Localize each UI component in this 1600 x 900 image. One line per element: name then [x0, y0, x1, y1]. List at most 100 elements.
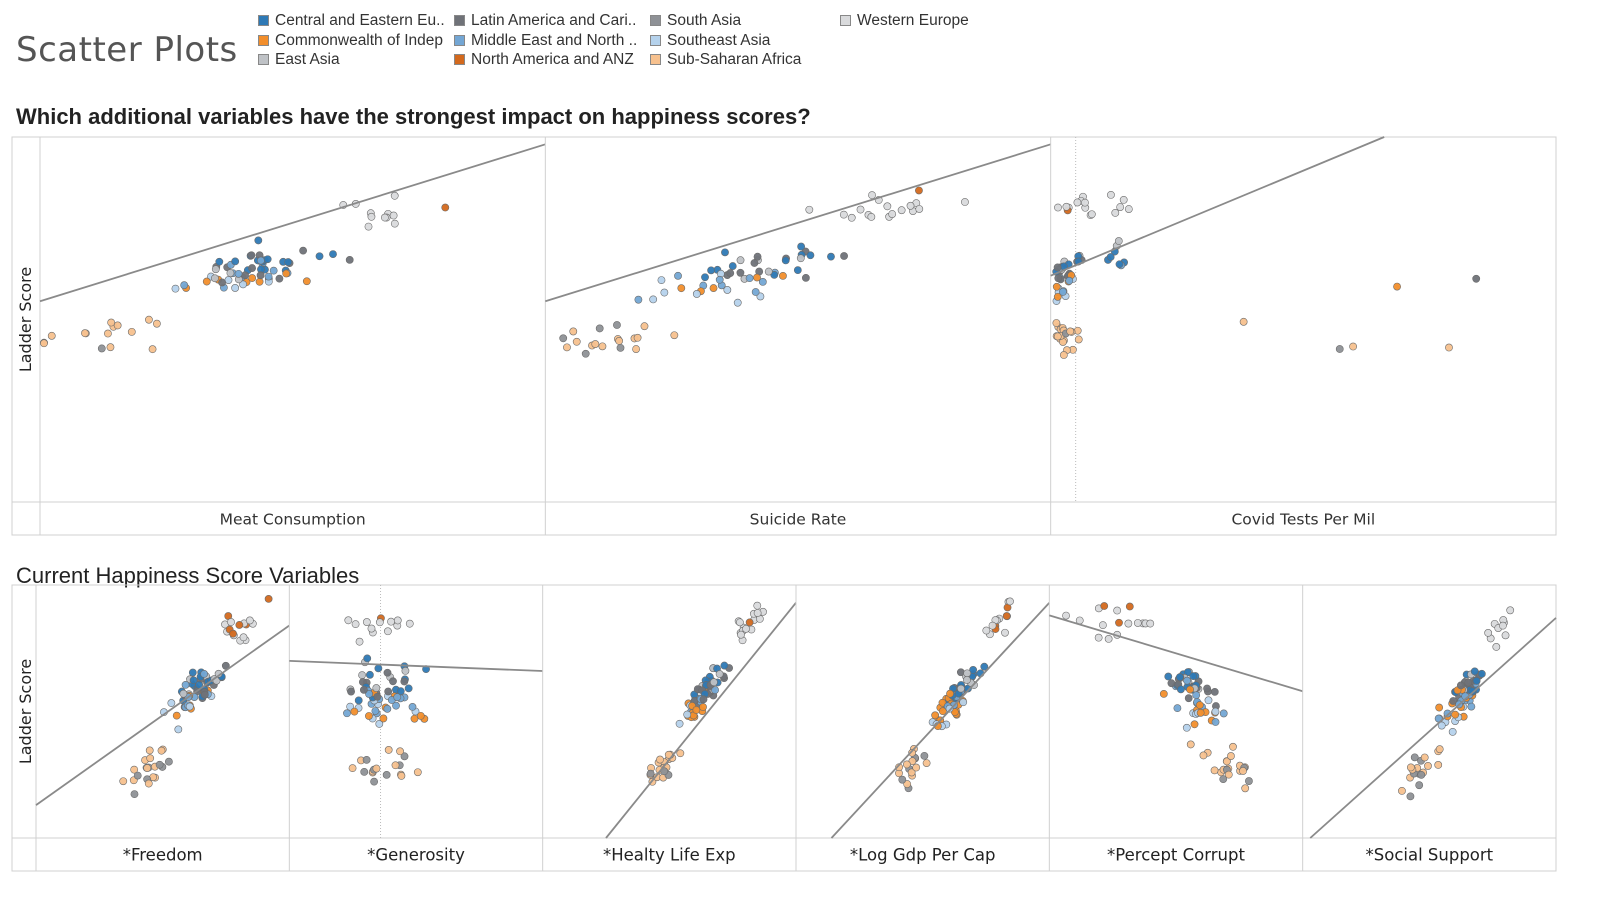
data-point [598, 342, 607, 351]
data-point [364, 222, 373, 231]
data-point [897, 206, 906, 215]
data-point [1435, 745, 1444, 754]
data-point [1124, 619, 1133, 628]
data-point [155, 760, 164, 769]
data-point [410, 714, 419, 723]
legend-swatch [650, 34, 661, 46]
data-point [1053, 263, 1062, 272]
data-point [907, 768, 916, 777]
legend-item[interactable]: Commonwealth of Indep [258, 32, 443, 50]
data-point [753, 609, 762, 617]
data-point [959, 698, 968, 707]
data-point [113, 321, 122, 330]
data-point [1406, 763, 1415, 772]
legend-item[interactable]: Central and Eastern Eu.. [258, 12, 445, 30]
data-point [1203, 684, 1211, 693]
data-point [144, 779, 153, 788]
data-point [358, 671, 366, 680]
data-point [946, 689, 954, 698]
data-point [1175, 673, 1184, 682]
data-point [1006, 597, 1014, 606]
data-point [397, 771, 406, 780]
data-point [1059, 351, 1068, 359]
data-point [275, 274, 284, 283]
data-point [1501, 631, 1510, 640]
data-point [366, 670, 374, 679]
trend-line [1049, 614, 1303, 693]
data-point [781, 256, 790, 265]
data-point [374, 664, 383, 673]
data-point [1053, 292, 1062, 301]
data-point [401, 666, 410, 675]
data-point [1219, 775, 1228, 784]
data-point [1065, 276, 1074, 285]
data-point [1124, 205, 1133, 213]
data-point [188, 668, 197, 677]
legend-item[interactable]: Southeast Asia [650, 32, 770, 50]
trend-line [1309, 617, 1557, 839]
data-point [373, 692, 382, 701]
data-point [753, 252, 762, 261]
data-point [1087, 210, 1096, 219]
y-axis-title: Ladder Score [16, 267, 35, 372]
data-point [229, 629, 237, 638]
legend-label: East Asia [275, 51, 340, 68]
data-point [1114, 237, 1123, 245]
legend-item[interactable]: South Asia [650, 12, 741, 30]
data-point [362, 755, 371, 764]
legend-item[interactable]: Sub-Saharan Africa [650, 51, 801, 69]
data-point [715, 670, 724, 678]
legend-item[interactable]: Western Europe [840, 12, 969, 30]
data-point [239, 280, 247, 289]
data-point [1002, 612, 1011, 620]
data-point [1477, 669, 1486, 678]
data-point [1062, 202, 1071, 211]
data-point [393, 616, 402, 625]
data-point [1204, 696, 1213, 705]
data-point [1445, 343, 1453, 352]
data-point [226, 269, 235, 277]
data-point [1059, 287, 1067, 296]
data-point [1219, 709, 1228, 718]
data-point [256, 271, 265, 280]
data-point [1054, 203, 1062, 212]
legend-item[interactable]: Latin America and Cari.. [454, 12, 636, 30]
data-point [1159, 689, 1168, 698]
data-point [898, 775, 907, 784]
data-point [379, 714, 388, 723]
data-point [888, 210, 897, 218]
data-point [1054, 274, 1063, 283]
data-point [709, 678, 718, 687]
legend-item[interactable]: East Asia [258, 51, 340, 69]
data-point [711, 686, 719, 694]
data-point [375, 618, 384, 627]
x-axis-label: Covid Tests Per Mil [1231, 511, 1375, 529]
data-point [980, 662, 989, 671]
data-point [413, 768, 422, 777]
legend-label: North America and ANZ [471, 51, 634, 68]
data-point [1393, 282, 1401, 291]
legend-item[interactable]: Middle East and North .. [454, 32, 637, 50]
data-point [164, 757, 173, 766]
data-point [387, 617, 395, 626]
data-point [581, 349, 590, 358]
data-point [938, 707, 947, 716]
data-point [736, 256, 745, 265]
data-point [1506, 606, 1515, 615]
data-point [1464, 678, 1473, 687]
data-point [254, 236, 263, 245]
data-point [801, 273, 810, 282]
data-point [127, 327, 136, 336]
data-point [172, 711, 181, 720]
data-point [1241, 784, 1250, 793]
data-point [1115, 260, 1124, 269]
data-point [405, 619, 414, 628]
legend-item[interactable]: North America and ANZ [454, 51, 634, 69]
data-point [174, 725, 183, 734]
data-point [735, 618, 744, 627]
data-point [383, 704, 392, 713]
data-point [670, 331, 679, 340]
x-axis-label: *Percept Corrupt [1107, 846, 1245, 865]
data-point [634, 295, 643, 304]
data-point [106, 343, 115, 352]
